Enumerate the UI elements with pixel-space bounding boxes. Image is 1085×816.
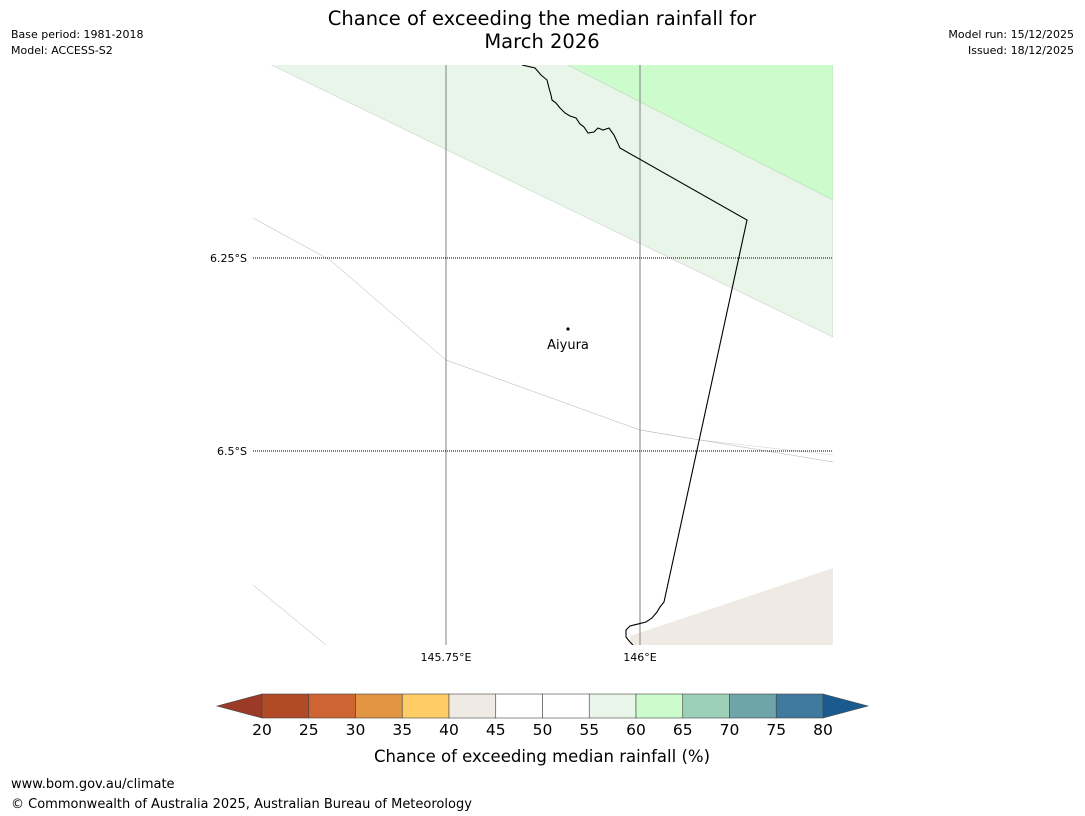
colorbar-tick-label: 65 <box>673 721 693 739</box>
footer: www.bom.gov.au/climate © Commonwealth of… <box>11 775 472 815</box>
aiyura-label: Aiyura <box>547 338 589 353</box>
footer-url: www.bom.gov.au/climate <box>11 777 175 792</box>
issued-text: Issued: 18/12/2025 <box>967 44 1074 57</box>
colorbar-tick-label: 30 <box>346 721 366 739</box>
colorbar-tick-label: 25 <box>299 721 319 739</box>
title-line-2: March 2026 <box>484 30 600 53</box>
colorbar-tick-label: 20 <box>252 721 272 739</box>
colorbar-tick-label: 45 <box>486 721 506 739</box>
lon-label-145-75: 145.75°E <box>421 651 472 664</box>
colorbar-segment-75-80 <box>775 693 824 719</box>
map-area <box>253 65 833 645</box>
colorbar-segment-40-45 <box>448 693 497 719</box>
colorbar-segment-25-30 <box>308 693 356 719</box>
probability-band-60-65 <box>567 65 833 201</box>
colorbar-tick-label: 40 <box>439 721 459 739</box>
probability-band-55-60 <box>271 65 833 338</box>
colorbar-segment-65-70 <box>682 693 730 719</box>
colorbar-segment-35-40 <box>401 693 450 719</box>
map-title: Chance of exceeding the median rainfall … <box>242 7 842 53</box>
colorbar-segment-70-75 <box>729 693 777 719</box>
colorbar-tick-label: 55 <box>579 721 599 739</box>
lat-label-6-25: 6.25°S <box>210 252 247 265</box>
header-right: Model run: 15/12/2025 Issued: 18/12/2025 <box>948 27 1074 59</box>
colorbar-title: Chance of exceeding median rainfall (%) <box>374 747 710 766</box>
lon-label-146: 146°E <box>623 651 656 664</box>
base-period-text: Base period: 1981-2018 <box>11 28 144 41</box>
colorbar-segment-30-35 <box>355 693 403 719</box>
lat-label-6-5: 6.5°S <box>217 445 247 458</box>
colorbar-segment-50-55 <box>542 693 590 719</box>
colorbar-under-arrow <box>215 693 263 719</box>
probability-band-40-45 <box>630 568 833 645</box>
model-run-text: Model run: 15/12/2025 <box>948 28 1074 41</box>
model-text: Model: ACCESS-S2 <box>11 44 113 57</box>
contour-line <box>639 429 833 456</box>
coastline-border <box>521 65 748 645</box>
title-line-1: Chance of exceeding the median rainfall … <box>327 7 757 30</box>
colorbar-tick-label: 60 <box>626 721 646 739</box>
colorbar: 20 25 30 35 40 45 50 55 60 65 70 75 80 Chance of exc… <box>215 693 870 766</box>
colorbar-segment-20-25 <box>261 693 310 719</box>
colorbar-tick-label: 35 <box>392 721 412 739</box>
colorbar-tick-label: 75 <box>766 721 786 739</box>
colorbar-tick-label: 70 <box>720 721 740 739</box>
aiyura-marker <box>566 327 570 331</box>
contour-line <box>253 584 327 645</box>
header-left: Base period: 1981-2018 Model: ACCESS-S2 <box>11 27 143 59</box>
footer-copyright: © Commonwealth of Australia 2025, Austra… <box>11 797 472 812</box>
colorbar-tick-label: 50 <box>533 721 553 739</box>
colorbar-tick-label: 80 <box>813 721 833 739</box>
colorbar-over-arrow <box>822 693 870 719</box>
colorbar-segment-60-65 <box>635 693 684 719</box>
colorbar-segment-45-50 <box>495 693 543 719</box>
colorbar-segment-55-60 <box>588 693 637 719</box>
